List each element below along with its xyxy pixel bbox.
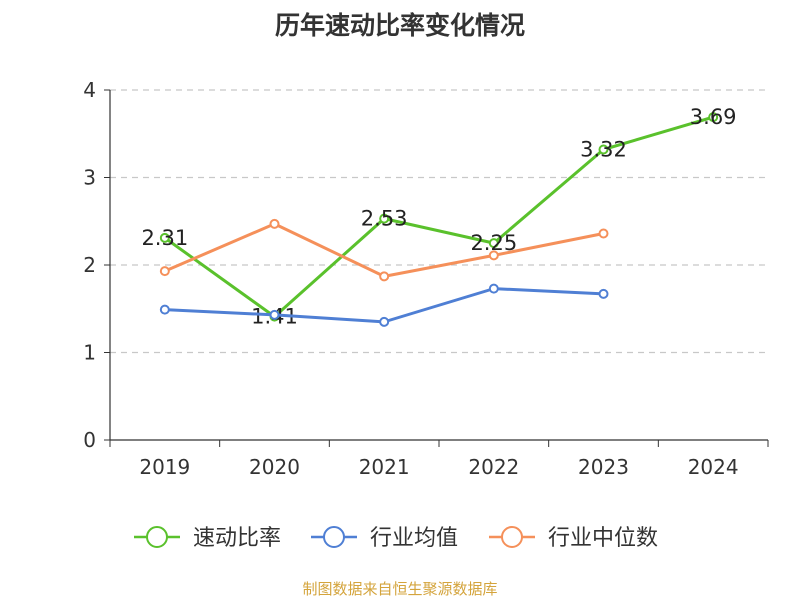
data-point bbox=[488, 238, 499, 249]
legend-label: 行业中位数 bbox=[548, 526, 658, 551]
data-point bbox=[488, 283, 499, 294]
y-tick-label: 3 bbox=[83, 166, 96, 190]
data-point bbox=[269, 309, 280, 320]
data-point bbox=[159, 232, 170, 243]
data-point bbox=[379, 213, 390, 224]
legend-label: 行业均值 bbox=[370, 526, 458, 551]
data-point bbox=[598, 228, 609, 239]
y-tick-label: 1 bbox=[83, 341, 96, 365]
x-tick-label: 2022 bbox=[468, 455, 519, 479]
legend-swatch-marker bbox=[501, 526, 523, 548]
y-tick-label: 0 bbox=[83, 428, 96, 452]
data-label: 2.31 bbox=[141, 226, 188, 250]
y-tick-label: 2 bbox=[83, 253, 96, 277]
x-tick-label: 2023 bbox=[578, 455, 629, 479]
source-note: 制图数据来自恒生聚源数据库 bbox=[302, 580, 498, 598]
data-point bbox=[379, 271, 390, 282]
series-line bbox=[163, 115, 714, 319]
legend-swatch-marker bbox=[146, 526, 168, 548]
y-tick-label: 4 bbox=[83, 78, 96, 102]
data-point bbox=[159, 304, 170, 315]
data-point bbox=[598, 288, 609, 299]
data-point bbox=[488, 250, 499, 261]
x-tick-label: 2024 bbox=[688, 455, 739, 479]
data-point bbox=[269, 218, 280, 229]
legend-swatch-marker bbox=[323, 526, 345, 548]
x-tick-label: 2021 bbox=[359, 455, 410, 479]
x-tick-label: 2019 bbox=[139, 455, 190, 479]
series-line bbox=[164, 222, 604, 278]
data-point bbox=[598, 144, 609, 155]
data-label: 2.53 bbox=[361, 207, 408, 231]
x-tick-label: 2020 bbox=[249, 455, 300, 479]
data-point bbox=[159, 266, 170, 277]
legend-label: 速动比率 bbox=[193, 526, 281, 551]
data-point bbox=[379, 316, 390, 327]
chart-title: 历年速动比率变化情况 bbox=[274, 11, 525, 40]
data-label: 3.32 bbox=[580, 138, 627, 162]
data-label: 3.69 bbox=[690, 105, 737, 129]
data-point bbox=[708, 112, 719, 123]
